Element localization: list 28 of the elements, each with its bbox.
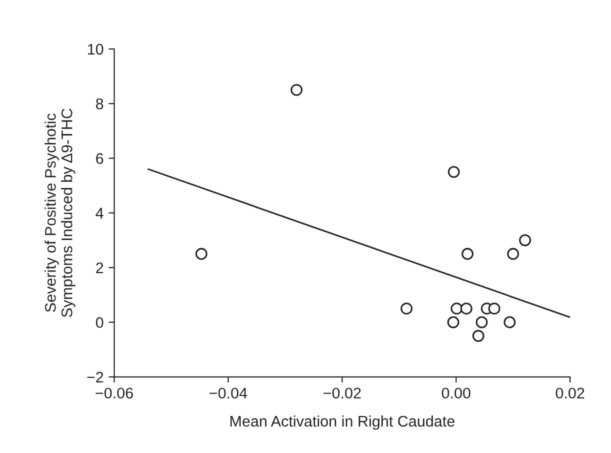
- point: [290, 84, 303, 96]
- point: [400, 302, 413, 315]
- x-tick-label: 0.00: [442, 388, 470, 399]
- point: [472, 330, 484, 342]
- point: [504, 316, 516, 328]
- x-tick-label: −0.06: [96, 388, 133, 399]
- point: [519, 234, 532, 246]
- y-tick-label: 10: [88, 44, 104, 55]
- point: [476, 316, 488, 328]
- y-tick-label: 0: [96, 317, 104, 328]
- y-axis-title: Severity of Positive Psychotic Symptoms Induced by Δ9-THC: [44, 108, 76, 318]
- point: [450, 302, 463, 315]
- x-tick-label: 0.02: [556, 388, 584, 399]
- point: [462, 248, 474, 260]
- y-tick-label: −2: [87, 372, 104, 382]
- x-tick-label: −0.02: [324, 388, 361, 399]
- y-tick-label: 8: [96, 98, 104, 110]
- point: [460, 302, 472, 315]
- x-tick-label: −0.04: [210, 388, 248, 399]
- y-tick-label: 4: [96, 208, 104, 218]
- point: [488, 302, 500, 315]
- point: [447, 316, 460, 328]
- point: [448, 166, 460, 178]
- y-tick-label: 2: [96, 262, 104, 274]
- y-tick-label: 6: [96, 153, 104, 164]
- point: [507, 248, 520, 260]
- x-axis-title: Mean Activation in Right Caudate: [230, 415, 454, 430]
- point: [195, 248, 208, 260]
